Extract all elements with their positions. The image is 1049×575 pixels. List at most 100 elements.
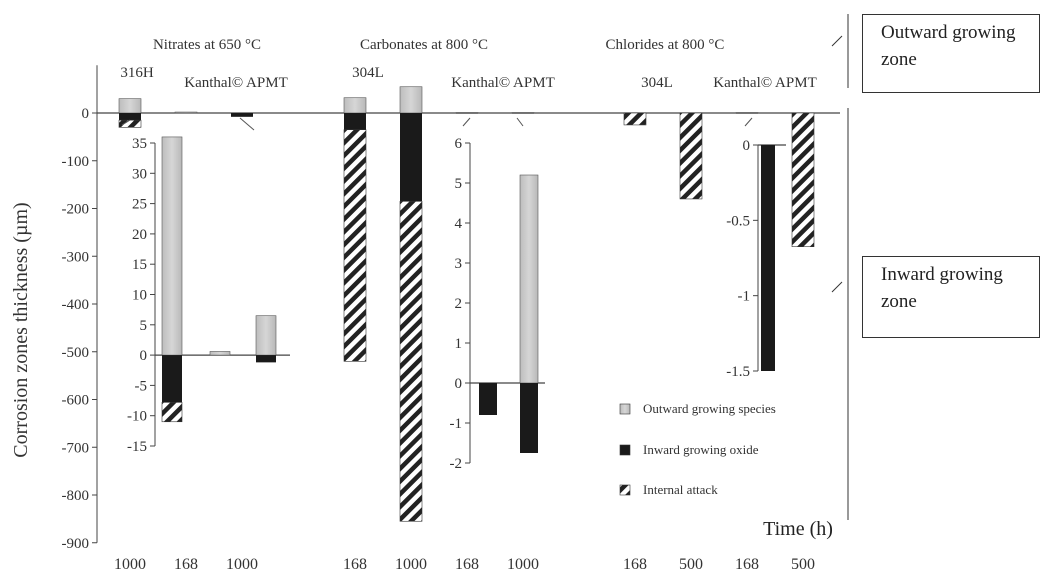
insets-layer	[115, 117, 788, 471]
inset-tick-label: 0	[140, 348, 148, 364]
x-tick-label: 168	[343, 556, 367, 573]
inset-bar-inward	[256, 355, 276, 363]
bar-inward	[231, 113, 253, 117]
outward-zone-label: Outward growing zone	[881, 22, 1016, 70]
inset-tick-label: -1	[450, 416, 463, 432]
legend-label-inward: Inward growing oxide	[643, 442, 759, 457]
x-tick-label: 168	[623, 556, 647, 573]
outward-callout-pointer	[831, 35, 843, 47]
inset-tick-label: 5	[455, 176, 463, 192]
outward-zone-callout: Outward growing zone	[862, 14, 1040, 93]
x-tick-label: 168	[735, 556, 759, 573]
bar-outward	[174, 111, 198, 114]
inset-bar-outward	[209, 351, 231, 356]
alloy-label: Kanthal© APMT	[451, 75, 554, 91]
x-tick-label: 1000	[114, 556, 146, 573]
alloy-label: 316H	[120, 65, 154, 81]
inset-background	[718, 137, 788, 379]
x-axis-title: Time (h)	[763, 518, 833, 540]
alloy-label: 304L	[352, 65, 384, 81]
inset-tick-label: 2	[455, 296, 463, 312]
inset-tick-label: 1	[455, 336, 463, 352]
bar-internal	[679, 112, 703, 200]
inset-tick-label: 20	[132, 227, 147, 243]
inset-bar-outward	[161, 136, 183, 356]
y-tick-label: -200	[62, 202, 90, 218]
x-tick-label: 1000	[507, 556, 539, 573]
inset-tick-label: 6	[455, 136, 463, 152]
x-tick-label: 168	[455, 556, 479, 573]
bar-outward	[343, 97, 367, 114]
inset-connector	[462, 117, 471, 127]
inset-tick-label: 0	[455, 376, 463, 392]
inset-background	[115, 135, 292, 454]
x-tick-label: 1000	[395, 556, 427, 573]
inset-tick-label: 15	[132, 257, 147, 273]
inset-connector	[744, 117, 753, 127]
axes-layer	[92, 14, 849, 544]
y-tick-label: -800	[62, 488, 90, 504]
bar-outward	[399, 86, 423, 114]
bar-internal	[343, 129, 367, 362]
y-tick-label: -500	[62, 345, 90, 361]
inset-tick-label: -2	[450, 456, 463, 472]
inset-tick-label: 10	[132, 288, 147, 304]
legend-label-internal: Internal attack	[643, 482, 718, 497]
inset-bar-internal	[161, 402, 183, 423]
inset-bar-outward	[519, 174, 539, 384]
inset-tick-label: 0	[743, 138, 751, 154]
legend-swatch-outward	[619, 403, 631, 415]
inward-callout-pointer	[831, 281, 843, 293]
legend-label-outward: Outward growing species	[643, 401, 776, 416]
inset-connector	[121, 119, 131, 126]
inset-bar-outward	[255, 315, 277, 356]
bar-inward	[400, 113, 422, 202]
alloy-label: 304L	[641, 75, 673, 91]
inset-tick-label: -0.5	[726, 213, 750, 229]
bar-internal	[399, 201, 423, 522]
inset-tick-label: 5	[140, 318, 148, 334]
y-tick-label: -600	[62, 393, 90, 409]
legend-swatch-internal	[619, 484, 631, 496]
inset-tick-label: 35	[132, 136, 147, 152]
inset-tick-label: -15	[127, 439, 147, 455]
bar-inward	[344, 113, 366, 130]
inset-bar-inward	[761, 145, 775, 371]
y-tick-label: -100	[62, 154, 90, 170]
y-axis-title: Corrosion zones thickness (µm)	[10, 202, 32, 457]
bar-internal	[623, 112, 647, 126]
x-tick-label: 1000	[226, 556, 258, 573]
y-tick-label: -400	[62, 297, 90, 313]
y-tick-label: 0	[82, 106, 90, 122]
group-title: Nitrates at 650 °C	[153, 37, 261, 53]
inward-zone-label: Inward growing zone	[881, 264, 1003, 312]
inset-connector	[516, 117, 524, 127]
legend: Outward growing species Inward growing ox…	[619, 401, 776, 497]
y-tick-label: -300	[62, 249, 90, 265]
alloy-label: Kanthal© APMT	[184, 75, 287, 91]
inset-tick-label: 25	[132, 197, 147, 213]
inset-tick-label: -1.5	[726, 364, 750, 380]
legend-swatch-inward	[619, 444, 631, 456]
inset-tick-label: -1	[738, 289, 751, 305]
inset-tick-label: 30	[132, 166, 147, 182]
bar-inward	[119, 113, 141, 121]
group-title: Chlorides at 800 °C	[606, 37, 725, 53]
inset-connector	[239, 117, 255, 131]
bars-layer	[118, 86, 815, 522]
inset-tick-label: 4	[455, 216, 463, 232]
x-tick-label: 168	[174, 556, 198, 573]
text-layer: 0-100-200-300-400-500-600-700-800-900Cor…	[10, 37, 833, 573]
alloy-label: Kanthal© APMT	[713, 75, 816, 91]
inset-bar-inward	[520, 383, 538, 453]
inset-tick-label: -5	[135, 378, 148, 394]
inset-tick-label: -10	[127, 409, 147, 425]
inset-bar-inward	[162, 355, 182, 403]
y-tick-label: -700	[62, 440, 90, 456]
inset-bar-inward	[479, 383, 497, 415]
group-title: Carbonates at 800 °C	[360, 37, 488, 53]
bar-outward	[118, 98, 142, 114]
bar-internal	[791, 112, 815, 247]
y-tick-label: -900	[62, 536, 90, 552]
